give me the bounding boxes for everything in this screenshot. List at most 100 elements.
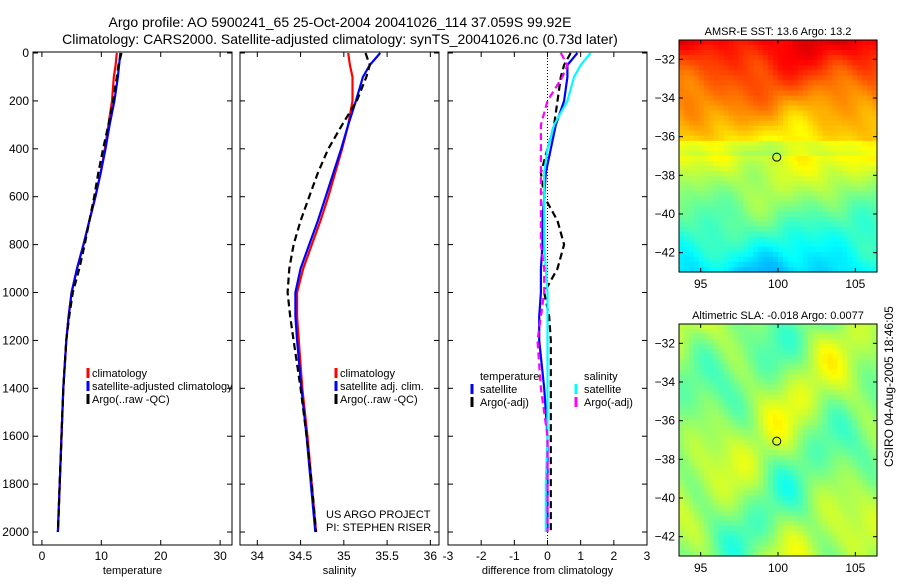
- map-cell: [778, 535, 784, 542]
- map-cell: [723, 414, 730, 421]
- map-cell: [768, 384, 774, 391]
- map-cell: [787, 261, 794, 268]
- map-cell: [842, 364, 848, 370]
- map-cell: [857, 115, 863, 122]
- map-cell: [867, 379, 873, 386]
- map-cell: [688, 176, 695, 182]
- map-cell: [718, 50, 725, 56]
- map-cell: [867, 206, 873, 213]
- map-cell: [817, 105, 824, 112]
- map-cell: [802, 505, 809, 512]
- map-cell: [713, 440, 720, 446]
- x-tick-label: 1: [577, 549, 584, 563]
- map-cell: [698, 520, 705, 527]
- map-cell: [787, 409, 794, 416]
- map-cell: [773, 120, 779, 127]
- map-cell: [872, 45, 878, 51]
- map-cell: [847, 535, 853, 542]
- map-cell: [748, 470, 754, 476]
- map-cell: [867, 495, 873, 502]
- map-cell: [679, 414, 685, 421]
- map-cell: [832, 90, 838, 97]
- map-cell: [718, 440, 725, 446]
- map-cell: [679, 545, 685, 552]
- map-cell: [683, 409, 690, 416]
- map-cell: [797, 246, 804, 253]
- map-cell: [743, 550, 749, 557]
- map-cell: [832, 359, 838, 365]
- map-cell: [718, 40, 725, 46]
- map-cell: [713, 374, 720, 381]
- map-cell: [778, 505, 784, 512]
- map-cell: [847, 475, 853, 481]
- map-cell: [812, 70, 819, 76]
- map-cell: [718, 419, 725, 426]
- map-cell: [817, 510, 824, 517]
- map-cell: [787, 241, 794, 248]
- map-cell: [778, 110, 784, 117]
- map-cell: [817, 261, 824, 268]
- map-cell: [688, 409, 695, 416]
- map-cell: [872, 60, 878, 66]
- map-cell: [787, 384, 794, 391]
- map-cell: [758, 475, 764, 481]
- map-cell: [852, 500, 858, 507]
- map-cell: [703, 191, 710, 197]
- map-cell: [862, 85, 868, 92]
- map-cell: [758, 530, 764, 537]
- map-cell: [817, 171, 824, 177]
- map-cell: [787, 40, 794, 46]
- map-cell: [797, 334, 804, 340]
- map-cell: [728, 95, 735, 102]
- y-tick-label: −38: [655, 452, 676, 466]
- map-cell: [797, 171, 804, 177]
- map-cell: [832, 455, 838, 461]
- map-cell: [763, 90, 769, 97]
- map-cell: [817, 465, 824, 471]
- map-cell: [688, 389, 695, 396]
- map-cell: [837, 374, 843, 381]
- map-cell: [713, 171, 720, 177]
- plot-frame: [239, 51, 440, 546]
- map-cell: [693, 181, 700, 187]
- map-cell: [817, 354, 824, 360]
- map-cell: [733, 495, 739, 502]
- map-cell: [837, 520, 843, 527]
- map-cell: [862, 359, 868, 365]
- map-cell: [723, 429, 730, 436]
- x-tick-label: 0: [544, 549, 551, 563]
- map-cell: [802, 424, 809, 431]
- map-cell: [748, 495, 754, 502]
- map-cell: [778, 424, 784, 431]
- map-cell: [753, 364, 759, 370]
- map-cell: [787, 344, 794, 350]
- map-cell: [797, 550, 804, 557]
- map-cell: [867, 201, 873, 208]
- map-cell: [817, 256, 824, 263]
- map-cell: [743, 70, 749, 76]
- map-cell: [748, 125, 754, 132]
- map-cell: [708, 100, 715, 107]
- map-cell: [763, 135, 769, 142]
- map-cell: [812, 125, 819, 132]
- map-cell: [708, 191, 715, 197]
- map-cell: [857, 256, 863, 263]
- map-cell: [822, 475, 829, 481]
- map-cell: [738, 349, 744, 355]
- map-cell: [758, 359, 764, 365]
- map-cell: [753, 135, 759, 142]
- map-cell: [693, 246, 700, 253]
- map-cell: [683, 414, 690, 421]
- map-cell: [679, 354, 685, 360]
- map-cell: [867, 211, 873, 218]
- map-cell: [847, 216, 853, 223]
- map-cell: [812, 161, 819, 167]
- map-cell: [807, 429, 814, 436]
- map-cell: [683, 75, 690, 81]
- map-cell: [768, 339, 774, 345]
- map-cell: [867, 419, 873, 426]
- map-cell: [837, 414, 843, 421]
- map-cell: [698, 535, 705, 542]
- map-cell: [723, 440, 730, 446]
- map-cell: [758, 510, 764, 517]
